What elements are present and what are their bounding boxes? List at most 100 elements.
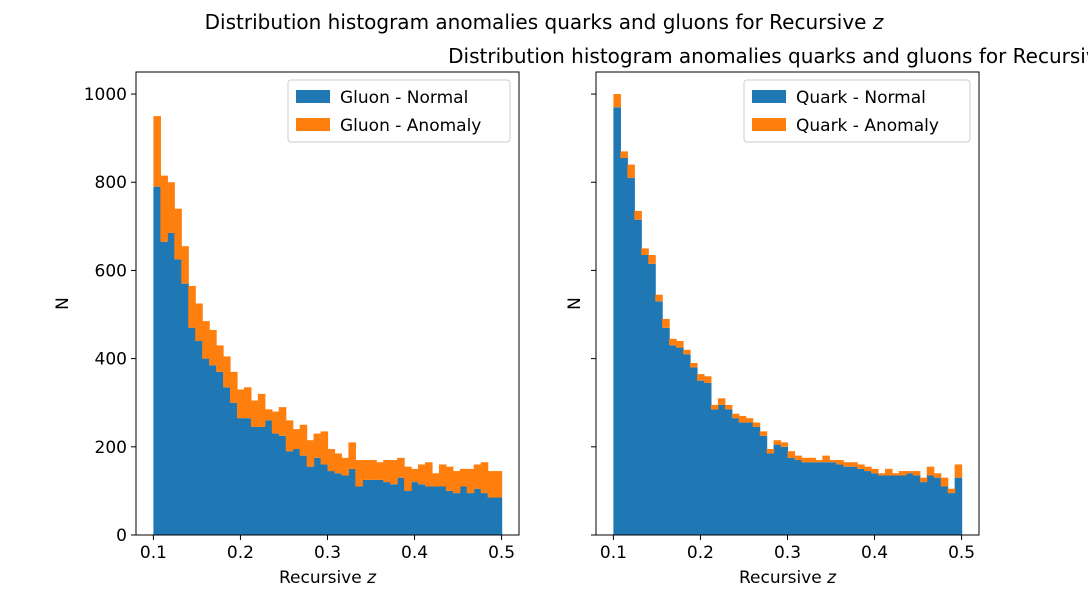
histogram-bar [153, 186, 161, 535]
histogram-bar [195, 303, 203, 341]
histogram-bar [940, 477, 949, 487]
histogram-bar [174, 259, 182, 535]
chart-panel-2: 0.1 0.2 0.3 0.4 0.5 Recursive z N Distribution … [448, 44, 1088, 588]
legend: Quark - Normal Quark - Anomaly [743, 79, 971, 143]
histogram-bar [745, 418, 754, 423]
x-tick-label: 0.5 [488, 543, 515, 563]
histogram-bar [459, 468, 468, 487]
histogram-bar [947, 493, 956, 535]
histogram-bar [459, 486, 468, 535]
histogram-bar [271, 433, 280, 535]
histogram-bar [236, 418, 245, 535]
histogram-bar [683, 354, 691, 535]
histogram-bar [766, 453, 775, 535]
histogram-bar [773, 444, 782, 535]
histogram-bar [334, 473, 343, 535]
histogram-bar [243, 387, 252, 419]
histogram-bar [480, 493, 489, 535]
histogram-bar [445, 466, 454, 491]
histogram-bar [641, 254, 649, 535]
histogram-bar [216, 371, 224, 535]
histogram-bar [397, 457, 405, 478]
histogram-bar [264, 409, 273, 421]
series-normal-bars [613, 107, 963, 536]
histogram-bar [703, 382, 712, 535]
histogram-bar [891, 473, 900, 476]
histogram-bar [473, 488, 482, 535]
legend-label: Gluon - Anomaly [340, 116, 481, 136]
y-tick-label: 1000 [84, 85, 127, 105]
histogram-bar [466, 493, 475, 535]
histogram-bar [209, 365, 217, 535]
legend-box [287, 79, 511, 143]
histogram-bar [954, 477, 963, 535]
histogram-bar [355, 486, 363, 535]
histogram-bar [278, 407, 287, 436]
histogram-bar [843, 462, 851, 467]
histogram-bar [167, 182, 175, 233]
histogram-bar [864, 466, 872, 472]
histogram-bar [487, 471, 496, 498]
histogram-bar [418, 484, 426, 535]
histogram-bar [487, 497, 496, 535]
histogram-bar [808, 457, 816, 463]
histogram-bar [850, 462, 858, 467]
histogram-bar [292, 449, 301, 535]
histogram-bar [445, 490, 454, 535]
histogram-bar [411, 482, 419, 535]
histogram-bar [223, 387, 231, 535]
histogram-bar [648, 263, 656, 535]
histogram-bar [787, 457, 796, 535]
histogram-bar [933, 473, 942, 478]
histogram-bar [257, 426, 266, 535]
histogram-bar [188, 285, 196, 328]
y-tick-label: 800 [95, 173, 127, 193]
series-anomaly-bars [613, 94, 963, 494]
histogram-bar [759, 435, 768, 535]
histogram-bar [236, 389, 245, 419]
histogram-bar [787, 451, 796, 458]
legend: Gluon - Normal Gluon - Anomaly [287, 79, 511, 143]
histogram-bar [878, 475, 886, 535]
histogram-bar [250, 426, 259, 535]
histogram-bar [655, 294, 663, 302]
histogram-bar [306, 466, 315, 535]
histogram-bar [731, 413, 740, 419]
histogram-bar [822, 455, 830, 463]
axes-title: Distribution histogram anomalies quarks … [448, 44, 1088, 68]
histogram-bar [891, 475, 900, 535]
histogram-bar [836, 460, 844, 465]
histogram-bar [202, 358, 210, 535]
histogram-bar [250, 400, 259, 427]
histogram-bar [369, 460, 377, 480]
histogram-bar [160, 175, 168, 242]
histogram-bar [794, 460, 803, 535]
histogram-bar [780, 442, 789, 447]
histogram-bar [390, 484, 398, 535]
histogram-bar [473, 464, 482, 489]
x-tick-label: 0.1 [600, 543, 627, 563]
histogram-bar [905, 473, 914, 535]
histogram-bar [669, 338, 677, 346]
histogram-bar [167, 232, 175, 535]
histogram-bar [216, 345, 224, 372]
legend-label: Gluon - Normal [340, 88, 468, 108]
legend-swatch [296, 118, 330, 131]
histogram-bar [919, 482, 928, 535]
histogram-bar [348, 442, 356, 469]
histogram-bar [850, 466, 858, 535]
x-tick-label: 0.2 [227, 543, 254, 563]
histogram-bar [230, 371, 238, 403]
x-axis-label: Recursive z [739, 568, 837, 588]
histogram-bar [745, 422, 754, 535]
x-tick-label: 0.4 [401, 543, 428, 563]
histogram-bar [717, 404, 726, 535]
histogram-bar [348, 468, 356, 535]
histogram-bar [362, 460, 370, 480]
legend-swatch [752, 118, 786, 131]
histogram-bar [174, 208, 182, 260]
histogram-bar [703, 376, 712, 383]
histogram-bar [620, 157, 628, 535]
histogram-bar [480, 462, 489, 494]
histogram-bar [418, 464, 426, 485]
